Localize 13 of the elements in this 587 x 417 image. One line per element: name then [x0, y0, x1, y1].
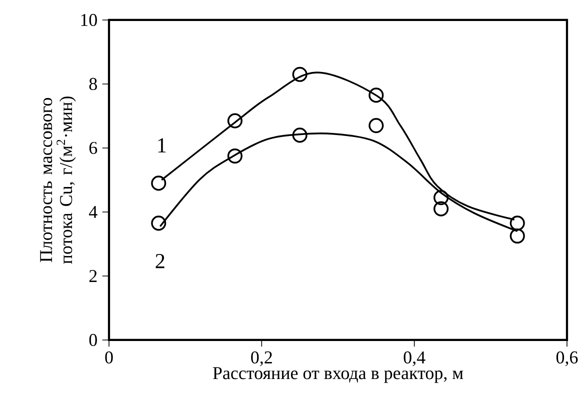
y-tick-label: 2 — [89, 270, 97, 282]
x-tick-label: 0,2 — [251, 351, 272, 366]
y-tick-label: 8 — [89, 78, 97, 90]
y-tick-label: 0 — [89, 334, 97, 346]
legend-label: 1 — [158, 138, 166, 152]
x-tick-label: 0,4 — [404, 351, 426, 366]
x-axis-title: Расстояние от входа в реактор, м — [212, 367, 464, 383]
y-tick-label: 10 — [81, 14, 97, 26]
y-tick-label: 6 — [89, 142, 98, 154]
legend-label: 2 — [156, 254, 164, 268]
y-tick-label: 4 — [88, 206, 98, 218]
x-tick-label: 0 — [105, 351, 113, 364]
x-tick-label: 0,6 — [556, 351, 578, 366]
